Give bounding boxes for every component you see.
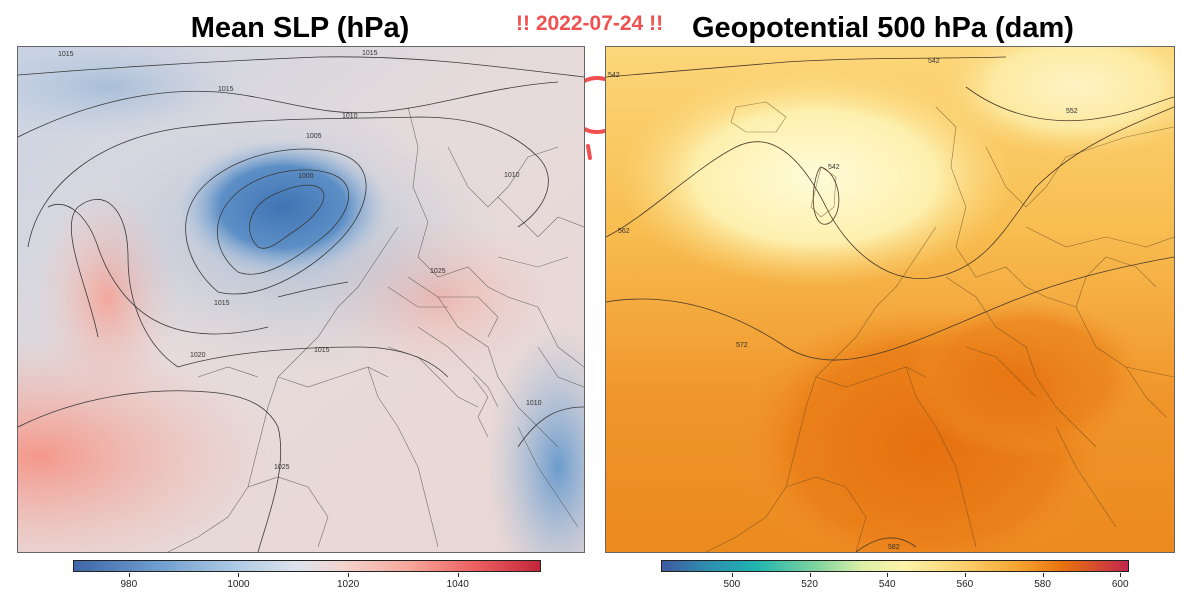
slp-contour-label: 1015	[314, 347, 330, 354]
slp-contour-label: 1005	[306, 133, 322, 140]
slp-contour-label: 1015	[214, 300, 230, 307]
slp-contour-label: 1000	[298, 173, 314, 180]
geopotential-colorbar-tick-label: 580	[1034, 579, 1051, 590]
geopotential-contour-label: 582	[888, 544, 900, 551]
slp-colorbar: 980 1000 1020 1040	[73, 560, 541, 590]
geopotential-colorbar-tick-label: 520	[801, 579, 818, 590]
geopotential-colorbar-tick-label: 540	[878, 579, 896, 590]
geopotential-colorbar-tick	[1042, 573, 1044, 577]
geopotential-colorbar-tick-label: 600	[1111, 579, 1129, 590]
slp-colorbar-tick	[348, 573, 350, 577]
slp-contour-label: 1015	[362, 50, 378, 57]
geopotential-contour-label: 572	[736, 342, 748, 349]
geopotential-contour-label: 542	[828, 164, 840, 171]
slp-contour-label: 1010	[526, 400, 542, 407]
slp-contour-label: 1010	[504, 172, 520, 179]
geopotential-colorbar-tick-label: 500	[723, 579, 741, 590]
slp-colorbar-tick-label: 1040	[446, 579, 469, 590]
geopotential-map: 542 542 552 542 562 572 582	[606, 47, 1174, 552]
geopotential-colorbar-tick	[731, 573, 733, 577]
slp-colorbar-tick-label: 1000	[227, 579, 250, 590]
slp-map-panel: 1015 1015 1015 1010 1005 1000 1015 1020 …	[17, 46, 585, 553]
slp-contour-label: 1015	[58, 51, 74, 58]
slp-contour-label: 1010	[342, 113, 358, 120]
geopotential-contour-label: 542	[928, 58, 940, 65]
geopotential-colorbar-tick	[1120, 573, 1122, 577]
slp-colorbar-tick	[457, 573, 459, 577]
geopotential-colorbar-tick	[964, 573, 966, 577]
geopotential-colorbar-tick	[887, 573, 889, 577]
slp-map: 1015 1015 1015 1010 1005 1000 1015 1020 …	[18, 47, 584, 552]
left-map-title: Mean SLP (hPa)	[190, 12, 410, 44]
slp-contour-label: 1015	[218, 86, 234, 93]
geopotential-map-panel: 542 542 552 542 562 572 582	[605, 46, 1175, 553]
slp-colorbar-tick	[238, 573, 240, 577]
slp-contour-label: 1020	[190, 352, 206, 359]
geopotential-colorbar-tick-label: 560	[956, 579, 974, 590]
geopotential-colorbar: 500 520 540 560 580 600	[661, 560, 1129, 590]
slp-contour-label: 1025	[274, 464, 290, 471]
geopotential-contour-label: 542	[608, 72, 620, 79]
slp-colorbar-tick	[128, 573, 130, 577]
slp-colorbar-tick-label: 1020	[336, 579, 360, 590]
geopotential-colorbar-tick	[809, 573, 811, 577]
geopotential-contour-label: 562	[618, 228, 630, 235]
right-map-title: Geopotential 500 hPa (dam)	[692, 12, 1074, 44]
geopotential-contour-label: 552	[1066, 108, 1078, 115]
slp-colorbar-tick-label: 980	[120, 579, 138, 590]
slp-contour-label: 1025	[430, 268, 446, 275]
date-label: !! 2022-07-24 !!	[516, 12, 664, 35]
